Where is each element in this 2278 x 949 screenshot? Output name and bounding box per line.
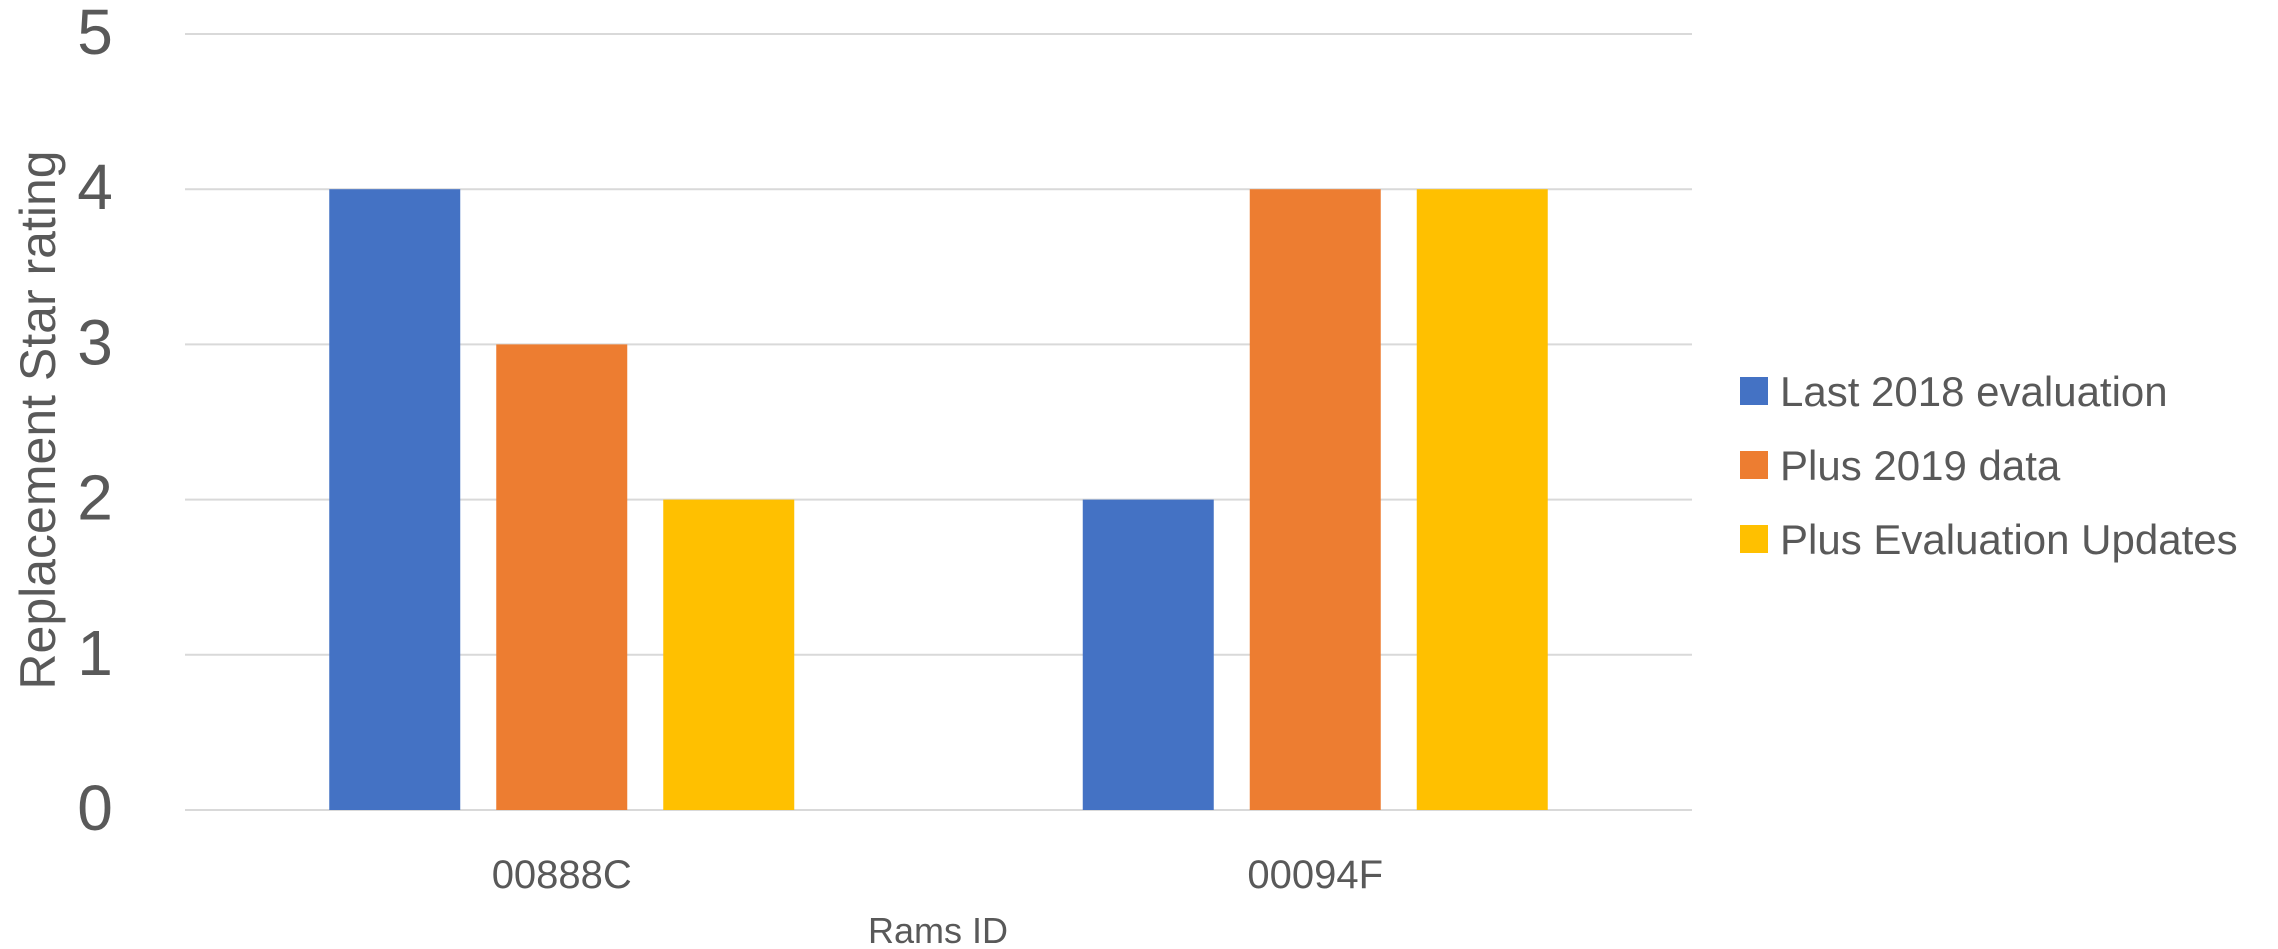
y-axis-ticks: 0 1 2 3 4 5 <box>77 0 113 844</box>
legend-swatch <box>1740 377 1768 405</box>
bar-plus-evaluation-updates-00888c <box>663 499 795 810</box>
bar-plus-evaluation-updates-00094f <box>1416 189 1548 810</box>
legend: Last 2018 evaluation Plus 2019 data Plus E… <box>1740 368 2238 563</box>
legend-label: Plus Evaluation Updates <box>1780 516 2238 563</box>
bars <box>329 189 1548 810</box>
bar-plus-2019-data-00094f <box>1249 189 1381 810</box>
y-tick-label: 3 <box>77 306 113 378</box>
legend-swatch <box>1740 451 1768 479</box>
legend-label: Plus 2019 data <box>1780 442 2061 489</box>
y-tick-label: 2 <box>77 462 113 534</box>
y-tick-label: 0 <box>77 772 113 844</box>
bar-plus-2019-data-00888c <box>496 344 628 810</box>
y-tick-label: 5 <box>77 0 113 68</box>
legend-swatch <box>1740 525 1768 553</box>
y-axis-title: Replacement Star rating <box>10 150 66 689</box>
x-tick-label: 00888C <box>492 853 632 897</box>
x-tick-label: 00094F <box>1247 853 1383 897</box>
x-axis-title: Rams ID <box>868 910 1008 949</box>
y-tick-label: 1 <box>77 617 113 689</box>
legend-label: Last 2018 evaluation <box>1780 368 2168 415</box>
x-axis-ticks: 00888C 00094F <box>492 853 1383 897</box>
bar-last-2018-evaluation-00094f <box>1082 499 1214 810</box>
y-tick-label: 4 <box>77 151 113 223</box>
bar-last-2018-evaluation-00888c <box>329 189 461 810</box>
